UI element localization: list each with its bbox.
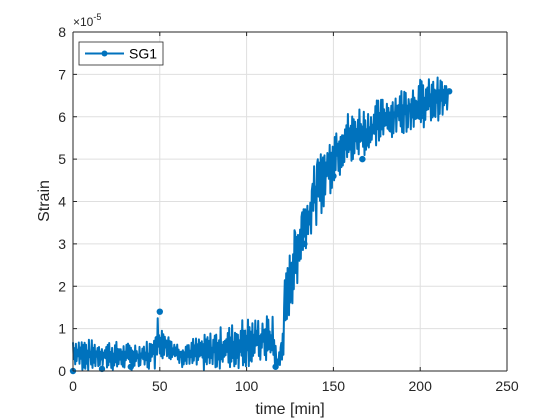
y-exponent-text: ×10	[73, 15, 94, 29]
series-sg1-marker	[272, 364, 278, 370]
y-tick-label: 7	[58, 66, 66, 82]
x-tick-label: 200	[409, 378, 433, 394]
y-tick-label: 2	[58, 278, 66, 294]
x-tick-label: 50	[152, 378, 168, 394]
series-sg1-marker	[214, 347, 220, 353]
y-tick-label: 5	[58, 151, 66, 167]
series-sg1-marker	[301, 241, 307, 247]
series-sg1-marker	[186, 351, 192, 357]
series-sg1-marker	[446, 88, 452, 94]
y-axis-label: Strain	[36, 180, 53, 222]
series-sg1-marker	[330, 173, 336, 179]
y-tick-label: 4	[58, 194, 66, 210]
y-tick-label: 6	[58, 109, 66, 125]
y-tick-label: 8	[58, 24, 66, 40]
x-tick-label: 100	[235, 378, 259, 394]
series-sg1-marker	[128, 364, 134, 370]
y-tick-label: 1	[58, 321, 66, 337]
y-exponent-base: ×10-5	[73, 12, 101, 29]
legend: SG1	[79, 42, 163, 65]
y-exponent-power: -5	[93, 12, 101, 22]
series-sg1-marker	[388, 126, 394, 132]
series-sg1-marker	[157, 308, 163, 314]
x-tick-label: 0	[69, 378, 77, 394]
y-tick-label: 0	[58, 363, 66, 379]
x-axis-label: time [min]	[255, 401, 324, 418]
x-tick-label: 150	[322, 378, 346, 394]
legend-label-sg1: SG1	[129, 46, 157, 62]
y-tick-label: 3	[58, 236, 66, 252]
series-sg1-marker	[417, 114, 423, 120]
x-tick-label: 250	[495, 378, 519, 394]
series-sg1-marker	[243, 342, 249, 348]
series-sg1-marker	[359, 156, 365, 162]
legend-marker-swatch	[102, 51, 108, 57]
